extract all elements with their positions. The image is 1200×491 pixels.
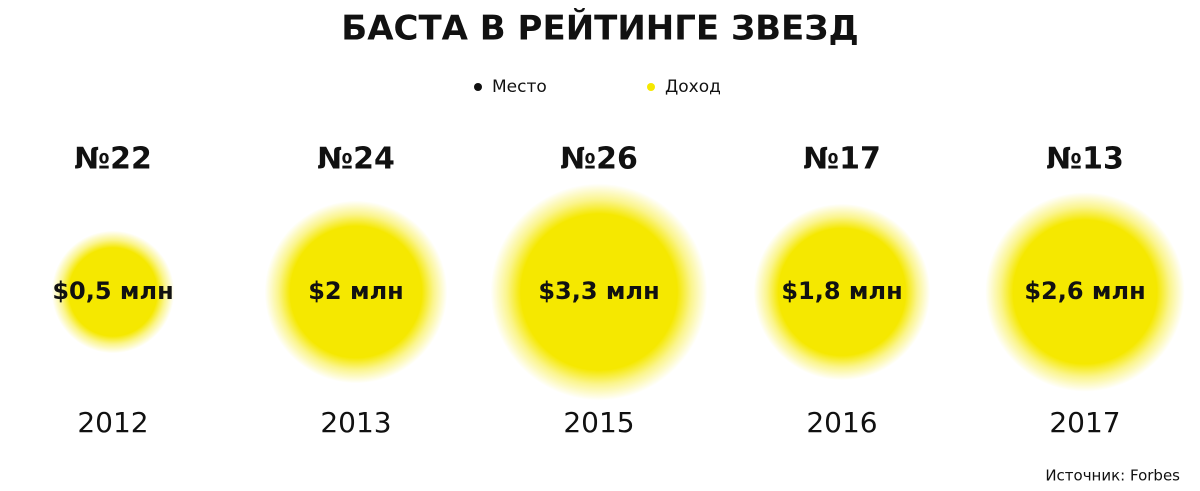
rank-label: №22	[74, 142, 152, 177]
rank-label: №17	[803, 142, 881, 177]
income-bubble	[264, 200, 448, 384]
year-label: 2013	[320, 406, 391, 439]
rank-label: №24	[317, 142, 395, 177]
legend-label: Место	[492, 77, 547, 97]
year-label: 2017	[1049, 406, 1120, 439]
income-bubble	[753, 203, 931, 381]
legend-marker	[474, 83, 482, 91]
legend-label: Доход	[665, 77, 721, 97]
income-label: $1,8 млн	[781, 277, 902, 305]
income-bubble	[985, 192, 1185, 392]
rank-label: №26	[560, 142, 638, 177]
source: Источник: Forbes	[1045, 467, 1180, 485]
income-label: $2 млн	[308, 277, 404, 305]
year-label: 2015	[563, 406, 634, 439]
income-bubble	[490, 183, 708, 401]
year-label: 2016	[806, 406, 877, 439]
income-label: $2,6 млн	[1024, 277, 1145, 305]
income-label: $0,5 млн	[52, 277, 173, 305]
income-bubble	[51, 230, 175, 354]
year-label: 2012	[77, 406, 148, 439]
income-label: $3,3 млн	[538, 277, 659, 305]
legend-marker	[647, 83, 655, 91]
rank-label: №13	[1046, 142, 1124, 177]
chart-title: БАСТА В РЕЙТИНГЕ ЗВЕЗД	[341, 8, 858, 49]
